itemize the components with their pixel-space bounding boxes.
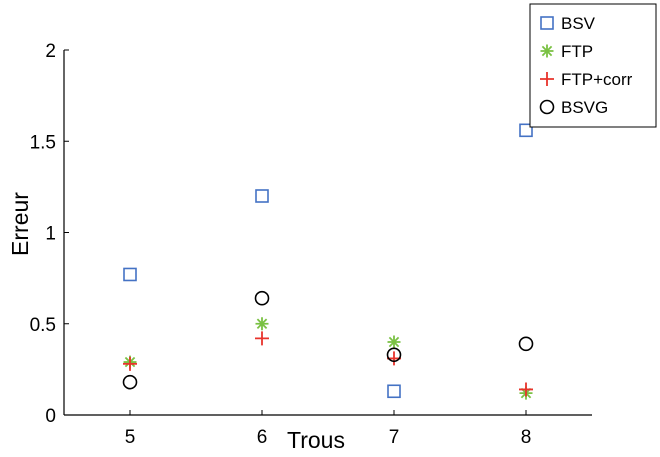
- y-tick-label: 0: [45, 406, 56, 427]
- series-ftp-corr: [123, 331, 533, 397]
- x-axis-label: Trous: [287, 427, 345, 453]
- x-tick-label: 7: [389, 427, 400, 448]
- data-point: [123, 356, 137, 371]
- legend-marker: [540, 44, 554, 58]
- data-marks: [122, 123, 534, 400]
- y-tick-label: 2: [45, 41, 56, 62]
- x-tick-label: 5: [125, 427, 136, 448]
- legend-marker: [539, 99, 555, 115]
- legend-label: FTP: [561, 42, 593, 61]
- data-point: [387, 335, 401, 349]
- legend-label: FTP+corr: [561, 70, 633, 89]
- series-bsv: [123, 123, 533, 399]
- axes: 0 0.5 1 1.5 2 5 6 7 8: [30, 41, 592, 448]
- legend-label: BSV: [561, 14, 596, 33]
- x-tick-label: 8: [521, 427, 532, 448]
- data-point: [519, 123, 533, 138]
- legend-label: BSVG: [561, 98, 608, 117]
- data-point: [122, 374, 138, 390]
- data-point: [519, 382, 533, 397]
- series-bsvg: [122, 290, 534, 390]
- x-tick-label: 6: [257, 427, 268, 448]
- y-tick-label: 0.5: [30, 315, 56, 336]
- y-axis-label: Erreur: [7, 192, 33, 256]
- legend-marker: [540, 16, 554, 30]
- data-point: [518, 336, 534, 352]
- legend-box: [529, 3, 657, 128]
- series-ftp: [123, 317, 533, 400]
- data-point: [386, 347, 402, 363]
- legend: BSV FTP FTP+corr BSVG: [529, 3, 657, 128]
- y-tick-label: 1.5: [30, 132, 56, 153]
- data-point: [255, 317, 269, 331]
- data-point: [255, 331, 269, 346]
- data-point: [387, 384, 401, 399]
- data-point: [255, 189, 269, 203]
- legend-marker: [540, 72, 554, 86]
- data-point: [123, 267, 137, 282]
- data-point: [254, 290, 270, 306]
- y-tick-label: 1: [45, 224, 56, 245]
